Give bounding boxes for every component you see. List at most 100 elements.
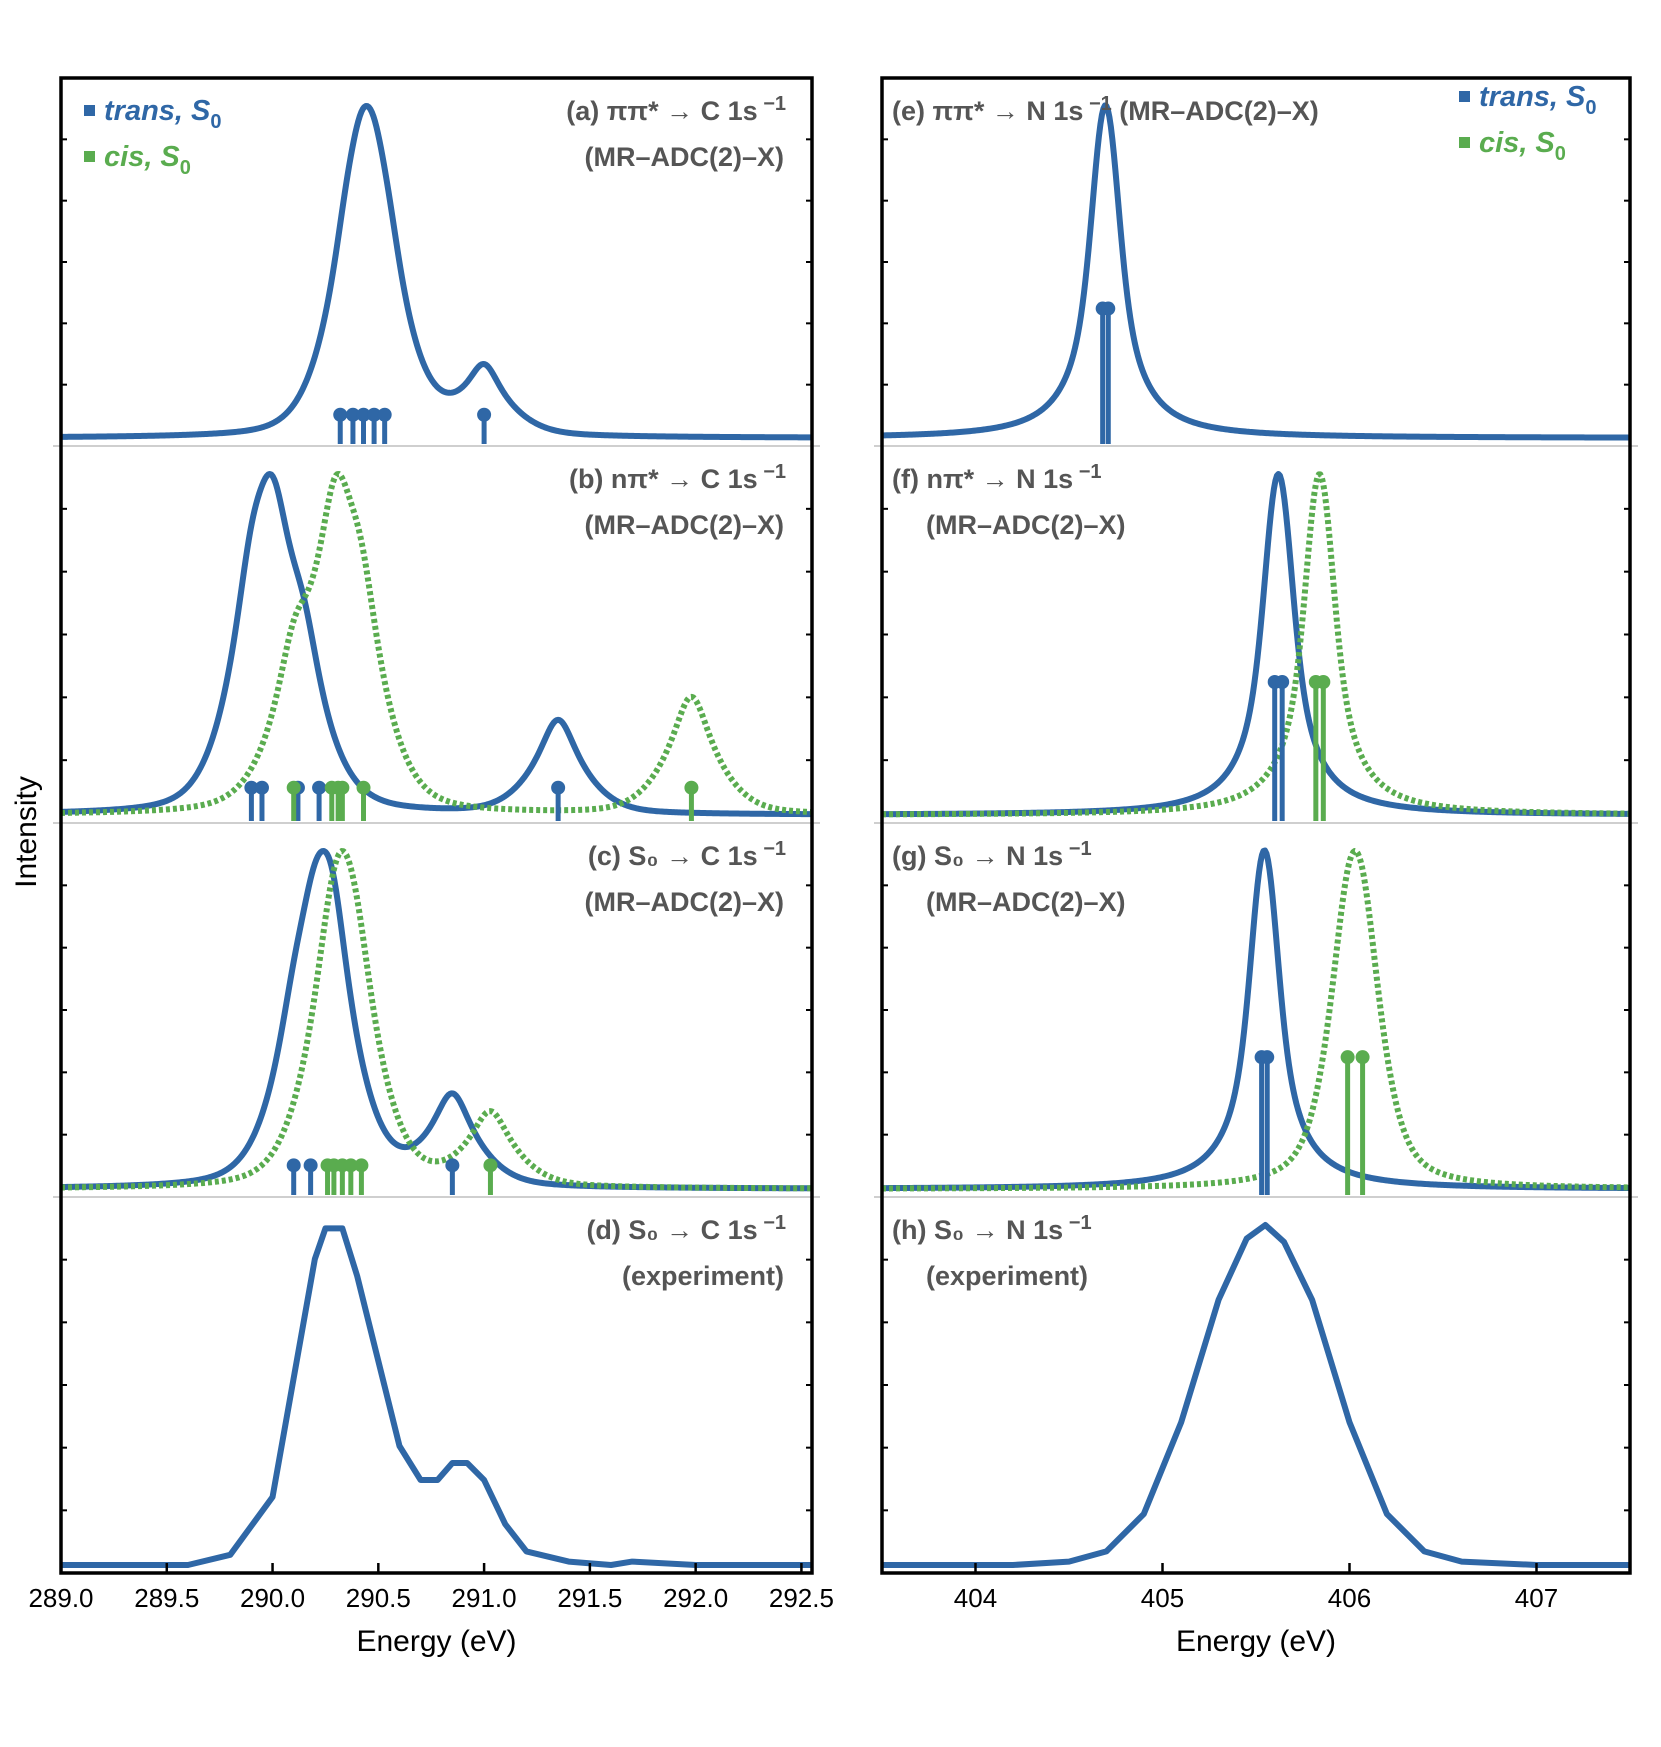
x-tick-label: 404 bbox=[954, 1583, 997, 1613]
x-tick-label: 291.5 bbox=[557, 1583, 622, 1613]
stick-head-trans bbox=[244, 780, 259, 795]
stick-head-cis bbox=[1340, 1050, 1355, 1065]
legend-entry-trans: trans, S0 bbox=[1479, 81, 1597, 119]
legend-entry-cis: cis, S0 bbox=[104, 141, 191, 179]
legend-swatch-cis bbox=[84, 151, 95, 162]
panel-title-superscript: −1 bbox=[758, 1212, 786, 1234]
x-tick-label: 406 bbox=[1328, 1583, 1371, 1613]
stick-head-cis bbox=[483, 1158, 498, 1173]
panel-label: (a) ππ* → C 1s bbox=[566, 96, 757, 126]
series-line-trans bbox=[59, 470, 814, 818]
legend-text-subscript: 0 bbox=[210, 111, 221, 133]
legend-text-subscript: 0 bbox=[180, 157, 191, 179]
axes-frame bbox=[880, 76, 1632, 1575]
x-tick-label: 290.0 bbox=[240, 1583, 305, 1613]
stick-head-trans bbox=[477, 407, 492, 422]
stick-head-trans bbox=[445, 1158, 460, 1173]
stick-head-cis bbox=[684, 780, 699, 795]
plot-root: (a) ππ* → C 1s −1(MR–ADC(2)–X)(b) nπ* → … bbox=[28, 76, 1638, 1658]
x-tick-label: 289.5 bbox=[134, 1583, 199, 1613]
panel-title-line2: (MR–ADC(2)–X) bbox=[926, 887, 1126, 917]
series-line-trans bbox=[880, 847, 1632, 1192]
panel-title-line1: (g) S₀ → N 1s −1 bbox=[892, 838, 1092, 871]
legend-text-main: cis, S bbox=[1479, 127, 1555, 159]
panel-label: (g) S₀ → N 1s bbox=[892, 841, 1063, 871]
series-line-trans bbox=[59, 103, 814, 441]
panel-label: (b) nπ* → C 1s bbox=[569, 464, 758, 494]
y-axis-label: Intensity bbox=[10, 776, 43, 888]
stick-head-cis bbox=[343, 1158, 358, 1173]
stick-head-cis bbox=[335, 780, 350, 795]
panel-title-line1: (a) ππ* → C 1s −1 bbox=[566, 93, 786, 126]
panel-title-superscript: −1 bbox=[758, 461, 786, 483]
stick-head-trans bbox=[333, 407, 348, 422]
panel-title-suffix: (MR–ADC(2)–X) bbox=[1112, 96, 1319, 126]
x-tick-label: 405 bbox=[1141, 1583, 1184, 1613]
legend-entry-cis: cis, S0 bbox=[1479, 127, 1566, 165]
panel-f: (f) nπ* → N 1s −1 (MR–ADC(2)–X) bbox=[874, 445, 1638, 821]
x-tick-label: 291.0 bbox=[452, 1583, 517, 1613]
panel-title-line2: (MR–ADC(2)–X) bbox=[584, 887, 784, 917]
x-tick-label: 407 bbox=[1515, 1583, 1558, 1613]
series-line-trans bbox=[59, 848, 814, 1192]
x-tick-label: 292.0 bbox=[663, 1583, 728, 1613]
panel-g: (g) S₀ → N 1s −1 (MR–ADC(2)–X) bbox=[874, 822, 1638, 1195]
panel-title-superscript: −1 bbox=[1083, 93, 1111, 115]
stick-head-trans bbox=[312, 780, 327, 795]
x-axis-label: Energy (eV) bbox=[356, 1625, 516, 1658]
panel-title-line1: (e) ππ* → N 1s −1 (MR–ADC(2)–X) bbox=[892, 93, 1319, 126]
panel-title-line1: (c) S₀ → C 1s −1 bbox=[588, 838, 786, 871]
panel-title-line1: (f) nπ* → N 1s −1 bbox=[892, 461, 1102, 494]
stick-head-cis bbox=[354, 1158, 369, 1173]
axes-frame bbox=[59, 76, 814, 1575]
panel-h: (h) S₀ → N 1s −1 (experiment) bbox=[874, 1196, 1638, 1568]
panel-a: (a) ππ* → C 1s −1 (MR–ADC(2)–X) bbox=[59, 93, 814, 444]
panel-c: (c) S₀ → C 1s −1 (MR–ADC(2)–X) bbox=[53, 822, 820, 1195]
panel-title-superscript: −1 bbox=[758, 838, 786, 860]
stick-head-trans bbox=[367, 407, 382, 422]
stick-head-trans bbox=[551, 780, 566, 795]
stick-head-cis bbox=[356, 780, 371, 795]
legend-text-main: trans, S bbox=[104, 95, 211, 127]
series-line-cis bbox=[880, 471, 1632, 818]
stick-head-trans bbox=[303, 1158, 318, 1173]
panel-title-superscript: −1 bbox=[1063, 1212, 1091, 1234]
stick-head-trans bbox=[377, 407, 392, 422]
panel-title-superscript: −1 bbox=[1073, 461, 1101, 483]
panel-label: (c) S₀ → C 1s bbox=[588, 841, 758, 871]
x-axis-label: Energy (eV) bbox=[1176, 1625, 1336, 1658]
stick-head-trans bbox=[356, 407, 371, 422]
panel-e: (e) ππ* → N 1s −1 (MR–ADC(2)–X) bbox=[880, 93, 1632, 444]
stick-head-cis bbox=[286, 780, 301, 795]
panel-label: (e) ππ* → N 1s bbox=[892, 96, 1083, 126]
panel-d: (d) S₀ → C 1s −1 (experiment) bbox=[53, 1196, 820, 1568]
series-line-trans bbox=[880, 102, 1632, 441]
stick-head-cis bbox=[1355, 1050, 1370, 1065]
panel-title-line2: (experiment) bbox=[926, 1261, 1088, 1291]
panel-title-line1: (d) S₀ → C 1s −1 bbox=[586, 1212, 786, 1245]
panel-title-line2: (MR–ADC(2)–X) bbox=[584, 142, 784, 172]
column-carbon: (a) ππ* → C 1s −1 (MR–ADC(2)–X) (b) nπ* → … bbox=[28, 76, 834, 1658]
stick-head-trans bbox=[254, 780, 269, 795]
experimental-line bbox=[61, 1225, 812, 1568]
legend-text-subscript: 0 bbox=[1555, 143, 1566, 165]
legend-text-subscript: 0 bbox=[1585, 97, 1596, 119]
series-line-cis bbox=[59, 848, 814, 1192]
stick-head-cis bbox=[1316, 675, 1331, 690]
x-tick-label: 290.5 bbox=[346, 1583, 411, 1613]
panel-title-line1: (b) nπ* → C 1s −1 bbox=[569, 461, 786, 494]
series-line-cis bbox=[59, 471, 814, 816]
x-tick-label: 292.5 bbox=[769, 1583, 834, 1613]
panel-title-line2: (MR–ADC(2)–X) bbox=[926, 510, 1126, 540]
stick-head-trans bbox=[1275, 675, 1290, 690]
legend-entry-trans: trans, S0 bbox=[104, 95, 222, 133]
panel-title-line2: (experiment) bbox=[622, 1261, 784, 1291]
legend-text-main: trans, S bbox=[1479, 81, 1586, 113]
legend-swatch-cis bbox=[1459, 137, 1470, 148]
stick-head-trans bbox=[345, 407, 360, 422]
legend-text-main: cis, S bbox=[104, 141, 180, 173]
panel-label: (d) S₀ → C 1s bbox=[586, 1215, 757, 1245]
experimental-line bbox=[882, 1222, 1630, 1568]
series-line-cis bbox=[880, 848, 1632, 1192]
